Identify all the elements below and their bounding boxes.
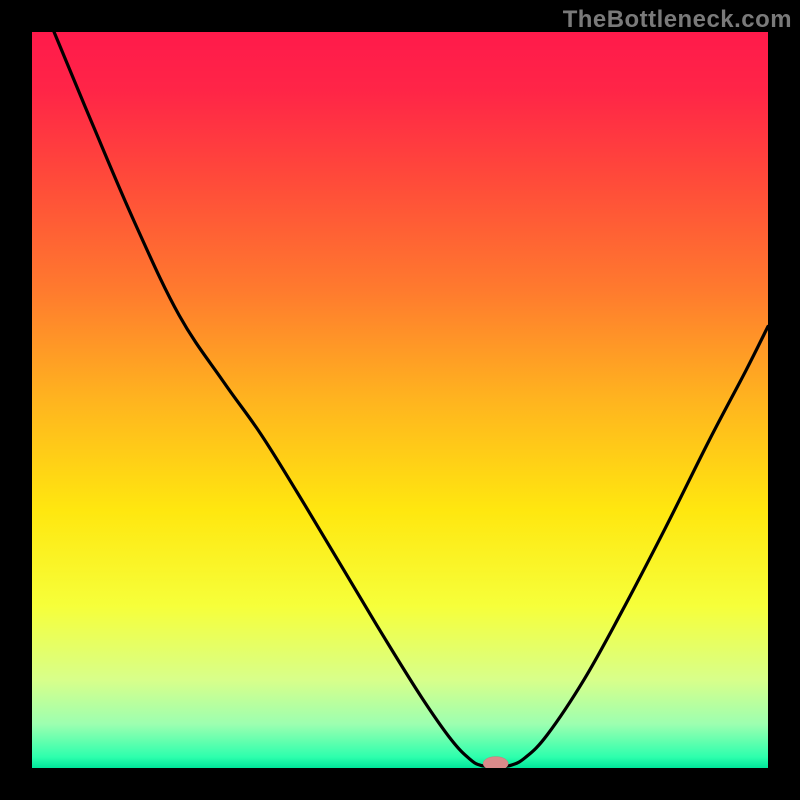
- plot-area: [32, 32, 768, 771]
- gradient-background: [32, 32, 768, 768]
- bottleneck-chart-svg: [0, 0, 800, 800]
- chart-frame: TheBottleneck.com: [0, 0, 800, 800]
- watermark-label: TheBottleneck.com: [563, 6, 792, 34]
